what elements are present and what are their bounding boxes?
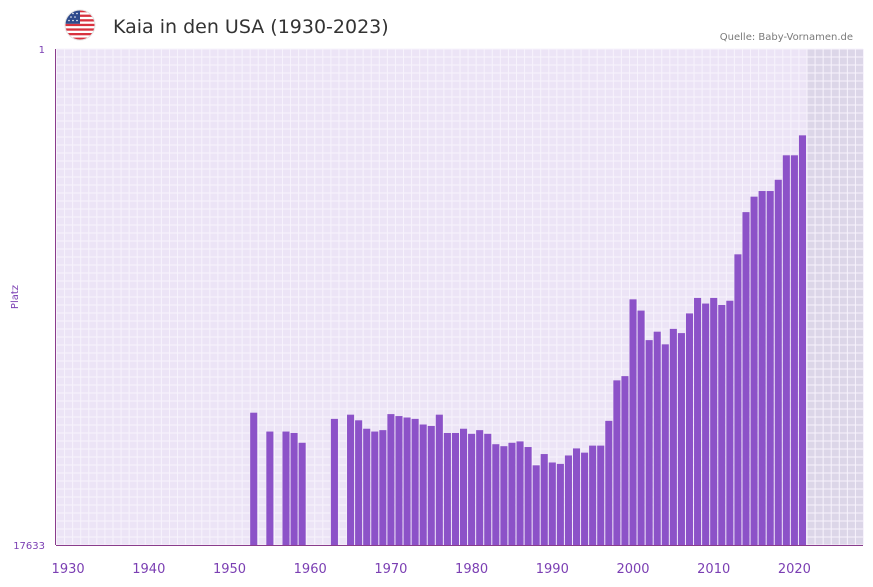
bar-2019 (782, 155, 790, 546)
bar-1957 (282, 431, 290, 545)
bar-2003 (653, 331, 661, 545)
bar-1992 (564, 455, 572, 545)
y-tick-bottom: 17633 (13, 541, 45, 552)
x-tick-1960: 1960 (294, 562, 327, 577)
bar-1998 (613, 380, 621, 545)
x-tick-labels: 1930 1940 1950 1960 1970 1980 1990 2000 2010 2020 (52, 562, 811, 577)
bar-1986 (516, 441, 524, 545)
bar-1965 (347, 414, 355, 545)
bar-2020 (790, 155, 798, 546)
x-tick-1980: 1980 (455, 562, 488, 577)
x-tick-1950: 1950 (213, 562, 246, 577)
bar-2005 (669, 328, 677, 545)
bar-1972 (403, 417, 411, 545)
bar-2012 (726, 300, 734, 545)
bar-1991 (556, 463, 564, 545)
bar-2013 (734, 254, 742, 545)
bar-1984 (500, 446, 508, 545)
bar-1988 (532, 465, 540, 545)
bar-2014 (742, 212, 750, 545)
x-tick-2000: 2000 (616, 562, 649, 577)
bar-2017 (766, 191, 774, 546)
x-tick-1940: 1940 (132, 562, 165, 577)
x-tick-1970: 1970 (374, 562, 407, 577)
bar-1994 (581, 452, 589, 545)
bar-1959 (298, 442, 306, 545)
bar-1953 (250, 412, 258, 545)
gridlines (56, 48, 864, 546)
bar-2006 (677, 333, 685, 545)
bar-1967 (363, 428, 371, 545)
source-label: Quelle: Baby-Vornamen.de (720, 32, 853, 43)
bar-1978 (451, 432, 459, 545)
bar-2015 (750, 196, 758, 545)
y-axis-label: Platz (10, 285, 21, 309)
bar-2009 (702, 303, 710, 545)
bar-1996 (597, 445, 605, 545)
bar-1975 (427, 425, 435, 545)
bar-2007 (685, 313, 694, 545)
bar-1990 (548, 462, 556, 545)
bar-1980 (468, 433, 476, 545)
bar-1979 (460, 428, 468, 545)
bar-2018 (774, 179, 782, 546)
bar-1997 (605, 420, 613, 545)
bar-1999 (621, 376, 629, 545)
bar-2021 (798, 135, 807, 545)
bar-1969 (379, 430, 387, 545)
x-tick-2010: 2010 (697, 562, 730, 577)
x-tick-2020: 2020 (778, 562, 811, 577)
usa-flag-icon (64, 9, 96, 41)
bar-1983 (492, 444, 500, 545)
bar-2000 (629, 299, 637, 545)
bar-1971 (395, 416, 403, 545)
bar-1958 (290, 432, 298, 545)
bar-1977 (443, 432, 451, 545)
x-tick-1990: 1990 (536, 562, 569, 577)
bar-1989 (540, 454, 548, 545)
bar-2002 (645, 340, 653, 545)
bar-1982 (484, 433, 492, 545)
bar-1968 (371, 431, 379, 545)
bar-1974 (419, 424, 427, 545)
x-tick-1930: 1930 (52, 562, 85, 577)
bar-1987 (524, 447, 532, 545)
chart-title: Kaia in den USA (1930-2023) (113, 16, 389, 38)
bar-1966 (355, 420, 363, 545)
bar-1993 (572, 448, 581, 545)
bars (250, 135, 807, 546)
bar-2016 (758, 191, 766, 546)
bar-1973 (411, 418, 419, 545)
bar-1976 (435, 414, 443, 545)
bar-2008 (694, 297, 702, 545)
bar-1995 (589, 445, 597, 545)
bar-2001 (637, 310, 645, 545)
bar-2004 (661, 344, 669, 545)
bar-1963 (330, 418, 338, 545)
bar-1970 (387, 414, 395, 545)
bar-2011 (718, 304, 726, 545)
bar-1981 (476, 430, 484, 545)
bar-2010 (710, 297, 718, 545)
bar-1985 (508, 442, 516, 545)
bar-1955 (266, 431, 274, 545)
y-tick-top: 1 (39, 45, 45, 56)
